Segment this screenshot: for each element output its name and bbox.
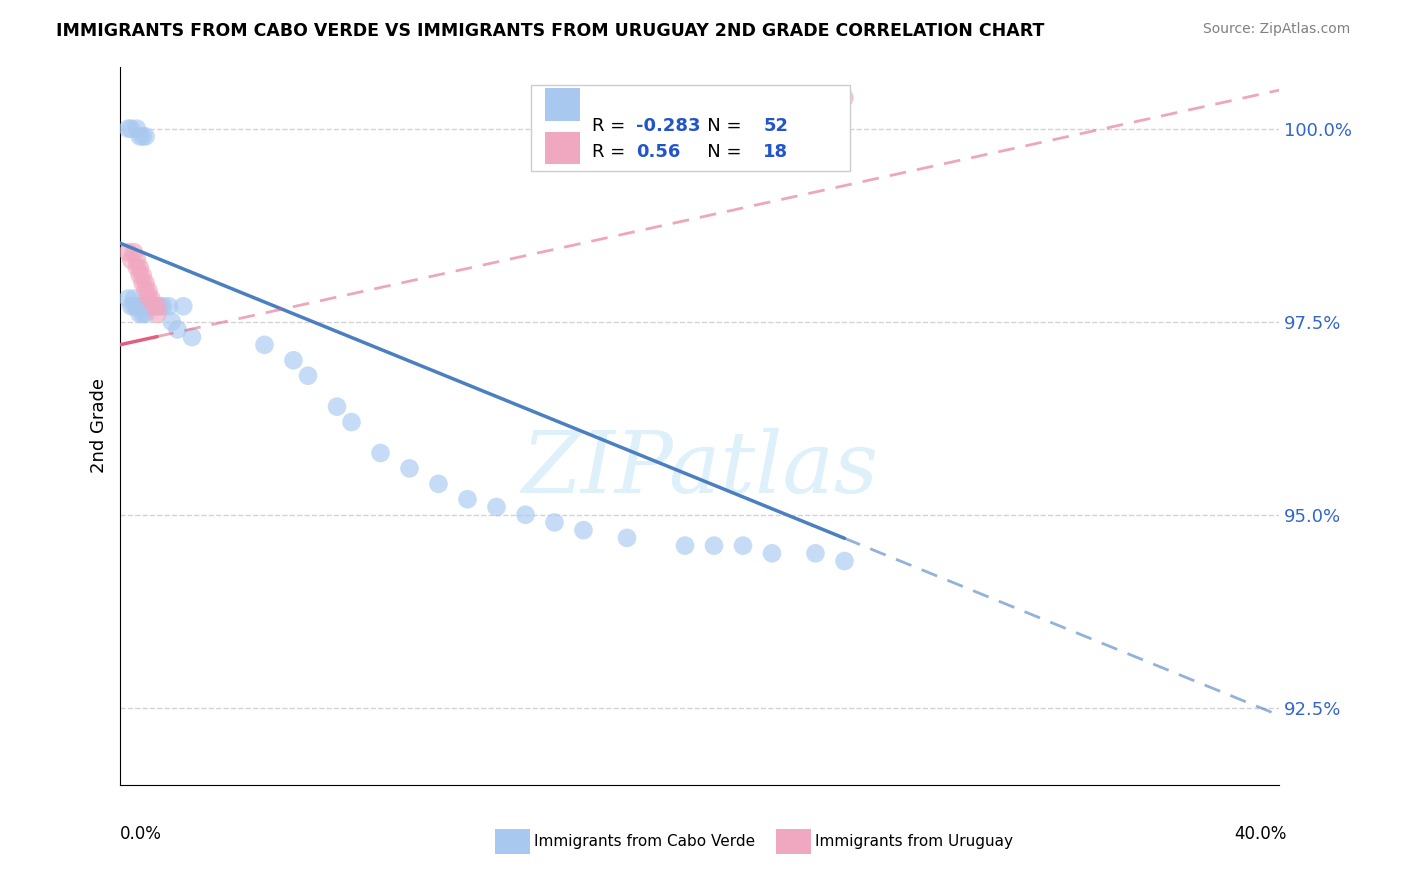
Point [515,508,537,522]
Point [128,129,150,144]
Point [120,121,142,136]
Point [141,292,163,306]
Point [117,245,139,260]
Point [125,299,148,313]
Point [132,268,155,283]
Point [283,353,305,368]
FancyBboxPatch shape [531,85,851,171]
Point [135,299,157,313]
Point [370,446,392,460]
Point [543,516,565,530]
Point [125,252,148,267]
Y-axis label: 2nd Grade: 2nd Grade [90,378,108,474]
Point [152,299,174,313]
Point [616,531,638,545]
Point [703,539,725,553]
Point [143,299,166,313]
Point [398,461,420,475]
Point [834,91,856,105]
Point [834,554,856,568]
Point [146,299,169,313]
Text: N =: N = [690,117,748,135]
Point [340,415,363,429]
Text: Immigrants from Cabo Verde: Immigrants from Cabo Verde [534,834,755,848]
Point [456,492,478,507]
Text: -0.283: -0.283 [636,117,700,135]
FancyBboxPatch shape [546,131,581,164]
Point [135,307,157,321]
Text: ZIPatlas: ZIPatlas [520,427,879,510]
Point [141,299,163,313]
Point [138,284,160,298]
Point [125,260,148,275]
Point [138,299,160,313]
Point [146,307,169,321]
Point [132,307,155,321]
Point [120,299,142,313]
Text: 0.0%: 0.0% [120,825,162,843]
Point [122,299,145,313]
Point [132,129,155,144]
Point [128,299,150,313]
Point [122,245,145,260]
Text: 18: 18 [763,143,789,161]
Point [297,368,319,383]
Point [485,500,508,514]
Point [125,299,148,313]
Text: 52: 52 [763,117,789,135]
Text: Immigrants from Uruguay: Immigrants from Uruguay [815,834,1014,848]
Point [761,546,783,560]
Point [138,299,160,313]
Point [128,307,150,321]
Point [120,252,142,267]
Point [572,523,595,537]
Point [146,299,169,313]
FancyBboxPatch shape [546,88,581,120]
Point [149,299,172,313]
Text: 0.56: 0.56 [636,143,681,161]
Point [181,330,204,344]
Point [166,322,188,336]
Point [132,276,155,290]
Point [804,546,827,560]
Point [125,121,148,136]
Text: R =: R = [592,117,631,135]
Point [132,299,155,313]
Point [117,121,139,136]
Point [128,268,150,283]
Text: N =: N = [690,143,748,161]
Point [135,276,157,290]
Point [135,129,157,144]
Point [253,338,276,352]
Point [122,292,145,306]
Text: Source: ZipAtlas.com: Source: ZipAtlas.com [1202,22,1350,37]
Point [128,299,150,313]
Point [143,299,166,313]
Point [172,299,194,313]
Point [731,539,754,553]
Point [157,299,180,313]
Point [673,539,696,553]
Point [135,284,157,298]
Text: IMMIGRANTS FROM CABO VERDE VS IMMIGRANTS FROM URUGUAY 2ND GRADE CORRELATION CHAR: IMMIGRANTS FROM CABO VERDE VS IMMIGRANTS… [56,22,1045,40]
Point [117,292,139,306]
Point [326,400,349,414]
Text: 40.0%: 40.0% [1234,825,1286,843]
Point [160,315,183,329]
Text: R =: R = [592,143,631,161]
Point [138,292,160,306]
Point [128,260,150,275]
Point [427,476,450,491]
